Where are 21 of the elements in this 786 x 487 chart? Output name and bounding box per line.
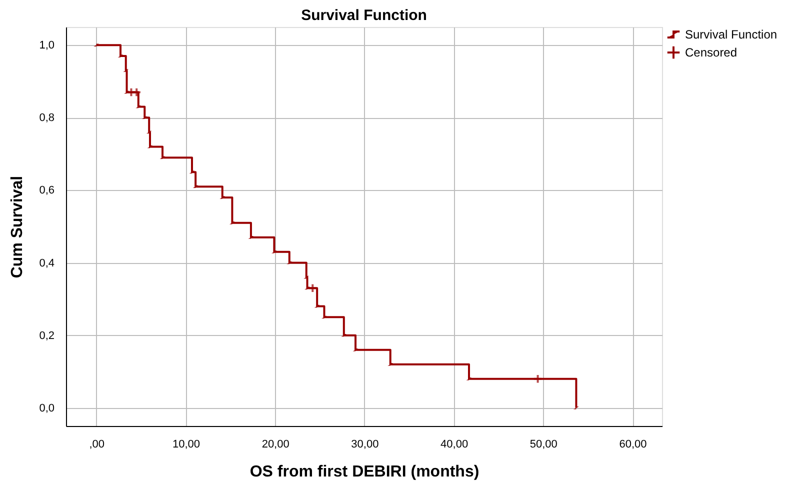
point: [532, 374, 543, 384]
y-tick-label: 0,2: [39, 330, 54, 342]
x-tick-label: 20,00: [262, 438, 290, 450]
y-tick-label: 0,6: [39, 184, 54, 197]
point: [308, 283, 318, 294]
y-axis-title: Cum Survival: [9, 176, 26, 278]
y-tick-label: 1,0: [39, 40, 54, 52]
x-tick-label: 50,00: [530, 438, 558, 450]
x-tick-label: 40,00: [440, 438, 468, 450]
legend-label: Survival Function: [685, 28, 778, 42]
y-tick-label: 0,0: [39, 402, 54, 414]
x-tick-label: 10,00: [172, 438, 200, 450]
y-tick-label: 0,8: [39, 112, 54, 124]
chart-title: Survival Function: [301, 7, 427, 24]
x-tick-label: ,00: [89, 438, 105, 450]
y-tick-label: 0,4: [39, 257, 54, 270]
legend-label: Censored: [685, 46, 738, 60]
point: [132, 87, 142, 98]
x-axis-title: OS from first DEBIRI (months): [250, 464, 480, 480]
x-tick-label: 60,00: [619, 438, 647, 450]
x-tick-label: 30,00: [351, 438, 379, 450]
